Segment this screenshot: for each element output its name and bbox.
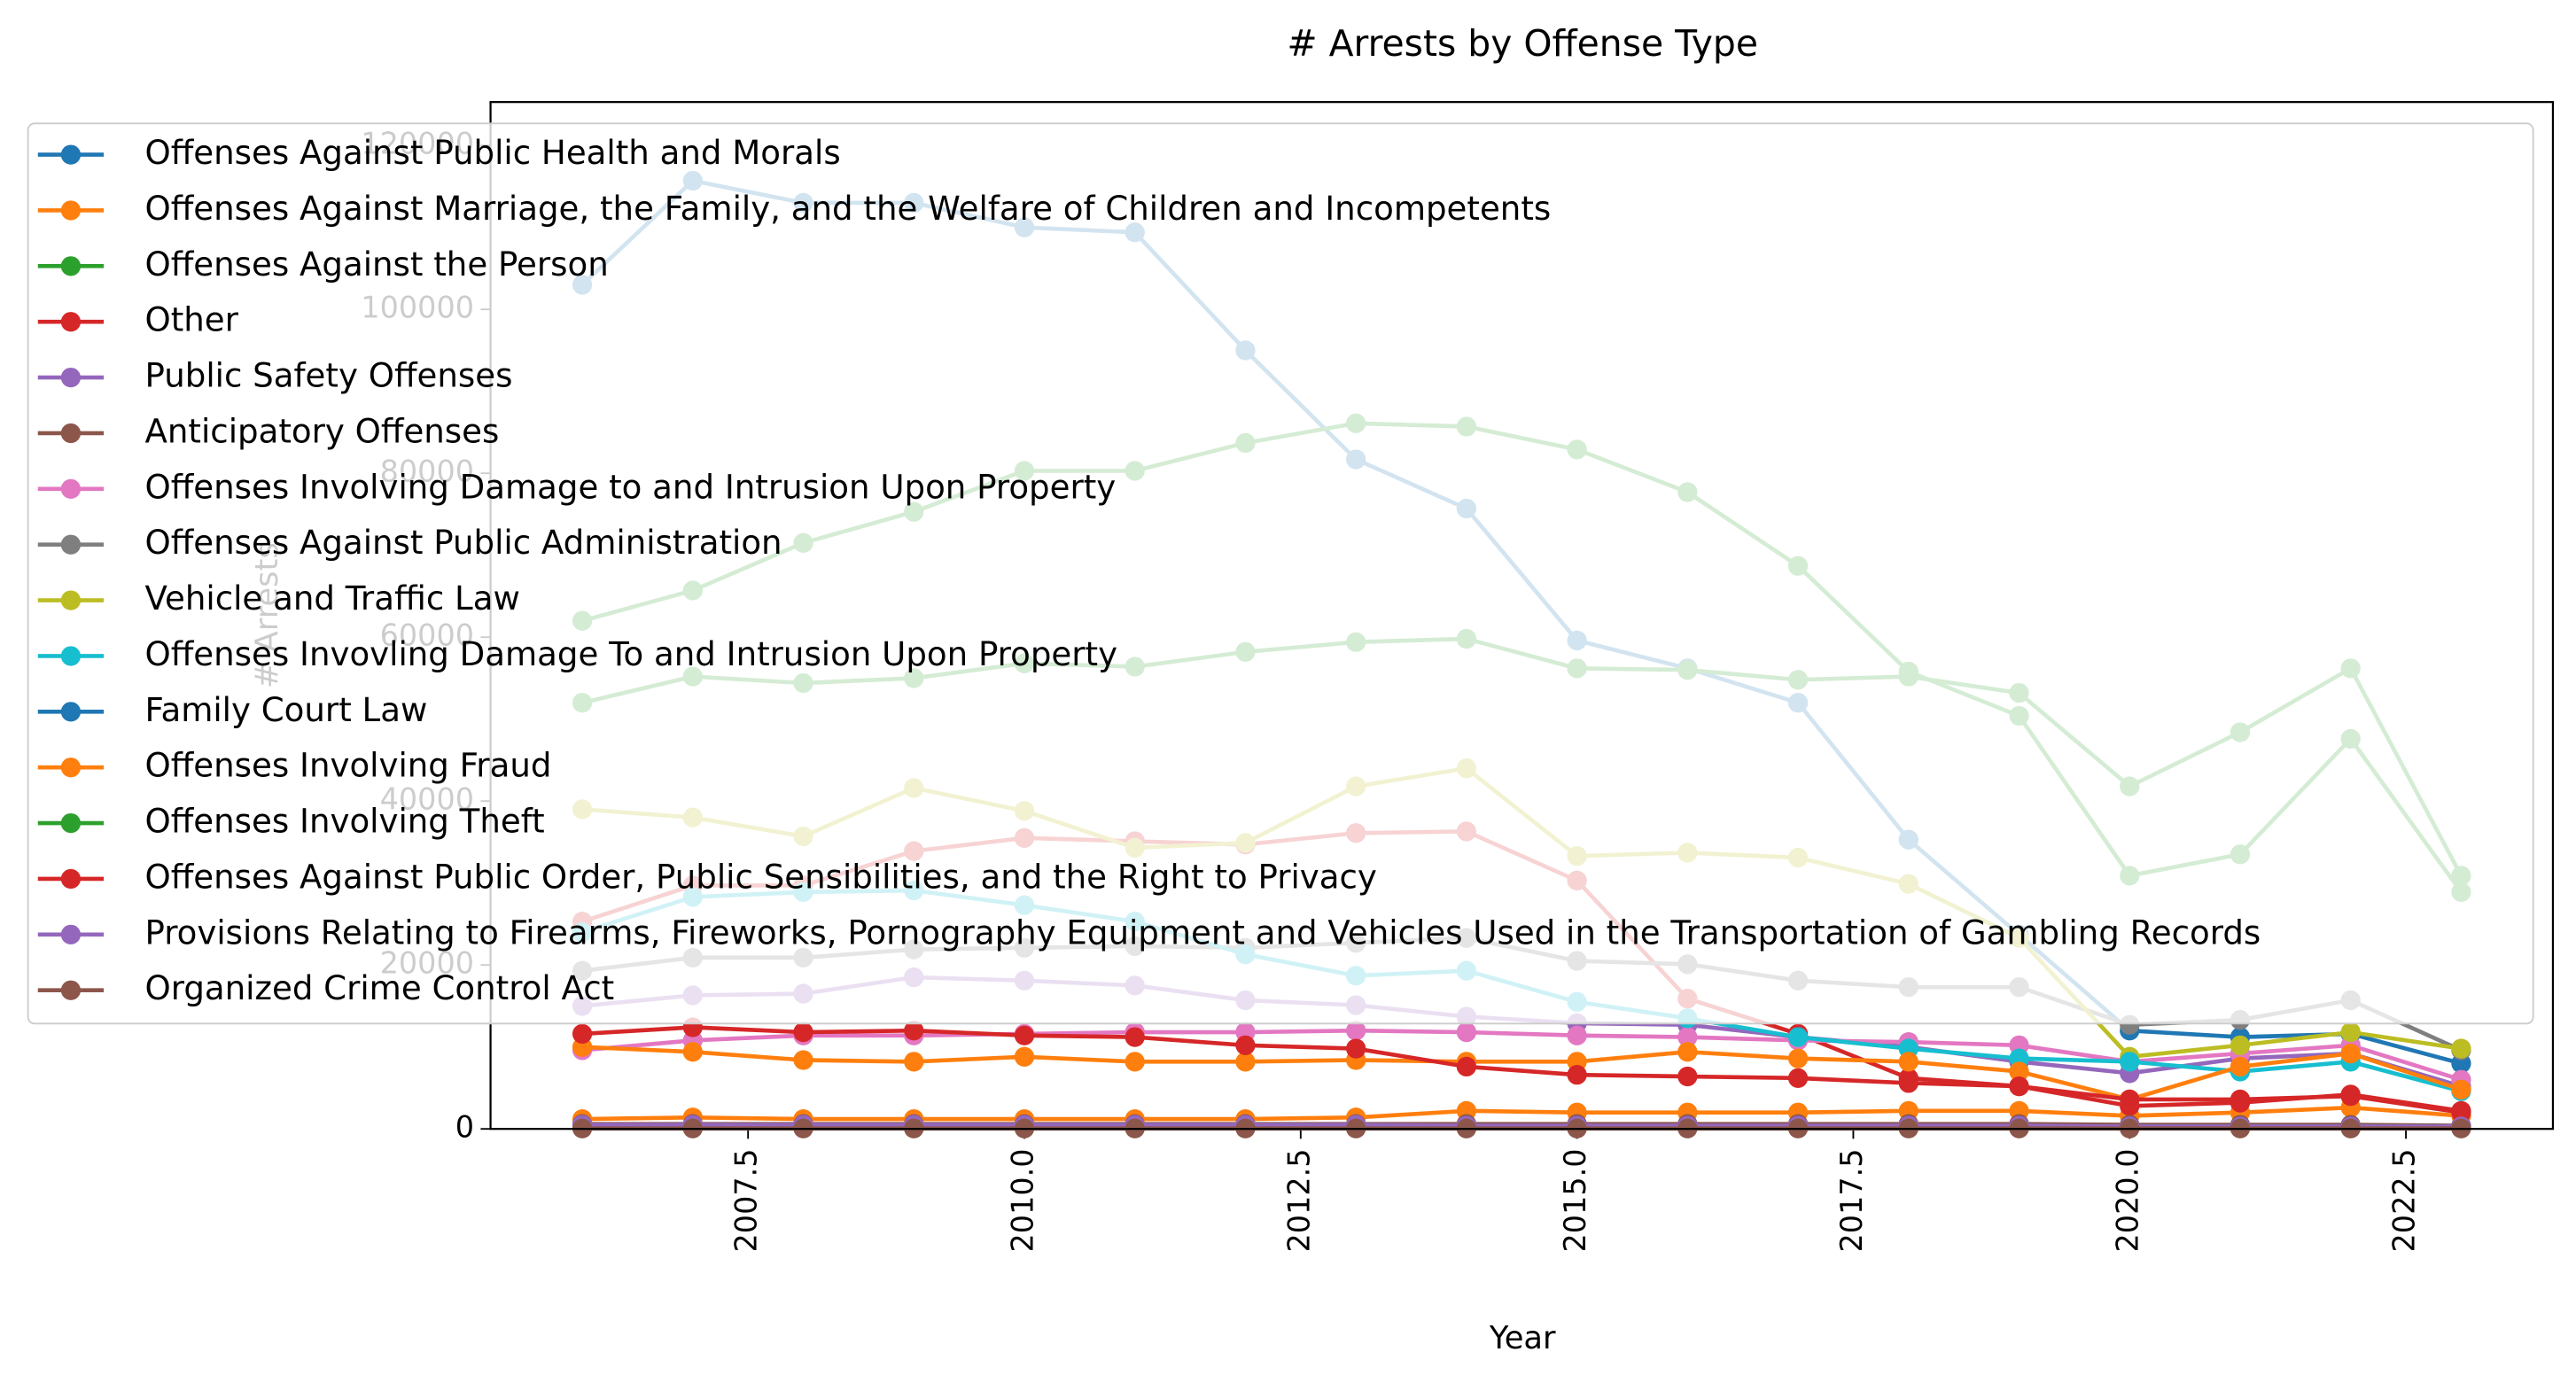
legend-marker <box>60 256 82 276</box>
legend-label: Offenses Against Public Administration <box>145 524 782 562</box>
data-point <box>793 1050 813 1070</box>
legend-label: Offenses Involving Theft <box>145 803 545 841</box>
x-tick-label: 2010.0 <box>1005 1148 1039 1252</box>
data-point <box>1567 1025 1587 1045</box>
series-line <box>581 1025 2462 1115</box>
data-point <box>2340 1022 2361 1043</box>
legend-marker <box>60 702 82 722</box>
series-line <box>582 1123 2462 1129</box>
legend-label: Offenses Invovling Damage To and Intrusi… <box>145 635 1118 673</box>
series-line <box>581 1028 2463 1082</box>
legend-label: Offenses Involving Fraud <box>145 747 552 785</box>
legend-label: Offenses Against Public Health and Moral… <box>145 134 841 172</box>
data-point <box>1346 1021 1366 1041</box>
data-point <box>1456 1022 1477 1043</box>
x-tick-label: 2020.0 <box>2111 1148 2145 1252</box>
x-tick-label: 2017.5 <box>1834 1148 1869 1252</box>
data-point <box>1346 1038 1366 1059</box>
x-tick-label: 2015.0 <box>1558 1148 1592 1252</box>
legend-marker <box>60 868 82 890</box>
data-point <box>572 1023 593 1045</box>
data-point <box>904 1052 924 1072</box>
data-point <box>2120 1089 2140 1110</box>
data-point <box>793 1022 813 1043</box>
x-tick-label: 2022.5 <box>2387 1148 2422 1252</box>
data-point <box>2451 1102 2471 1123</box>
legend-marker <box>60 312 82 332</box>
data-point <box>682 1042 703 1062</box>
chart-title: # Arrests by Offense Type <box>1287 22 1758 65</box>
data-point <box>1014 1025 1035 1045</box>
legend-marker <box>60 812 82 834</box>
data-point <box>1898 1052 1918 1072</box>
legend-marker <box>60 924 82 944</box>
legend-marker <box>60 980 82 1000</box>
legend-label: Offenses Involving Damage to and Intrusi… <box>145 468 1117 506</box>
legend-label: Family Court Law <box>145 691 428 729</box>
data-point <box>1898 1073 1918 1093</box>
x-tick-label: 2012.5 <box>1281 1148 1316 1252</box>
data-point <box>2340 1043 2361 1064</box>
legend-marker <box>60 758 82 778</box>
data-point <box>2230 1089 2251 1110</box>
legend-marker <box>60 200 82 221</box>
x-tick-label: 2007.5 <box>729 1148 764 1252</box>
legend-marker <box>60 367 82 388</box>
data-point <box>1787 1068 1809 1089</box>
legend-label: Public Safety Offenses <box>145 357 513 395</box>
x-axis-label: Year <box>1489 1320 1556 1356</box>
series-line <box>581 1045 2463 1102</box>
data-point <box>904 1021 924 1041</box>
data-point <box>1235 1035 1256 1056</box>
legend-label: Offenses Against Marriage, the Family, a… <box>145 190 1552 228</box>
legend-marker <box>60 423 82 444</box>
data-point <box>1677 1042 1698 1062</box>
data-point <box>2120 1052 2140 1072</box>
legend-label: Organized Crime Control Act <box>145 969 615 1007</box>
data-point <box>1235 1052 1256 1072</box>
data-point <box>2451 1038 2471 1059</box>
series <box>572 1017 2471 1123</box>
legend-marker <box>60 478 82 499</box>
legend-marker <box>60 646 82 666</box>
data-point <box>1677 1066 1698 1087</box>
legend-box <box>27 122 2534 1025</box>
y-tick-label: 0 <box>455 1110 474 1145</box>
legend-label: Provisions Relating to Firearms, Firewor… <box>145 913 2261 952</box>
data-point <box>2340 1086 2361 1107</box>
legend-label: Anticipatory Offenses <box>145 412 500 450</box>
data-point <box>2451 1079 2471 1099</box>
data-point <box>2009 1076 2029 1097</box>
data-point <box>1014 1046 1035 1067</box>
legend-marker <box>60 534 82 555</box>
data-point <box>1787 1048 1809 1068</box>
data-point <box>1125 1027 1145 1047</box>
data-point <box>1456 1056 1477 1077</box>
legend-label: Vehicle and Traffic Law <box>145 579 520 618</box>
legend-label: Offenses Against the Person <box>145 245 609 284</box>
data-point <box>1567 1065 1587 1085</box>
data-point <box>1787 1027 1809 1047</box>
series-line <box>582 1105 2462 1122</box>
legend-label: Other <box>145 301 239 339</box>
data-point <box>2230 1035 2251 1056</box>
legend-label: Offenses Against Public Order, Public Se… <box>145 858 1377 896</box>
data-point <box>2009 1061 2029 1082</box>
legend-marker <box>60 590 82 610</box>
legend: Offenses Against Public Health and Moral… <box>27 122 2534 1025</box>
data-point <box>2230 1056 2251 1077</box>
data-point <box>1677 1027 1698 1047</box>
legend-marker <box>60 144 82 165</box>
data-point <box>1125 1052 1145 1072</box>
